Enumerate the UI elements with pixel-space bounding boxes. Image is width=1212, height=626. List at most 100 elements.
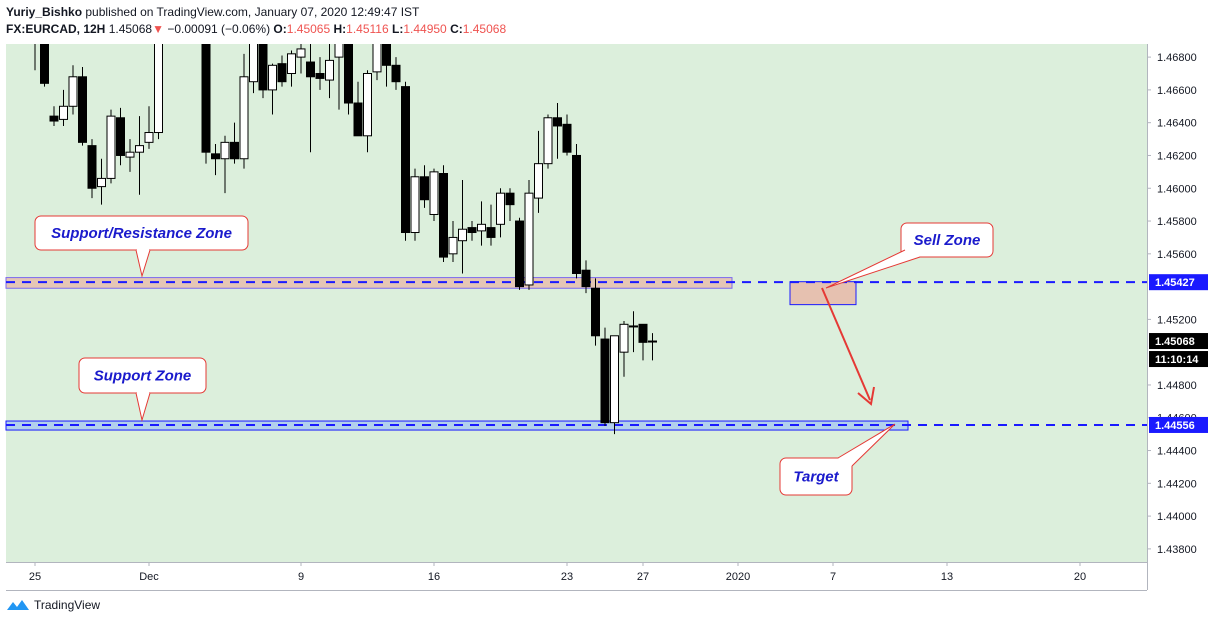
candle xyxy=(106,109,116,184)
candle-body-up xyxy=(334,44,344,58)
candle xyxy=(220,135,230,194)
candle xyxy=(59,89,68,126)
sell-zone-callout-box xyxy=(900,222,994,258)
candle xyxy=(619,321,629,377)
candle xyxy=(87,139,97,199)
candle xyxy=(154,44,163,140)
time-tick-label: 13 xyxy=(941,571,953,583)
candle xyxy=(496,188,505,238)
candle-body-down xyxy=(49,115,59,122)
candle-body-up xyxy=(372,44,382,73)
candle xyxy=(306,44,315,153)
target-callout: Target xyxy=(779,457,853,496)
price-tick-label: 1.44800 xyxy=(1157,380,1197,392)
candle xyxy=(116,107,125,166)
candle-body-down xyxy=(116,117,125,156)
candle-body-down xyxy=(439,173,448,258)
candle-body-down xyxy=(277,63,287,83)
candle xyxy=(572,143,581,279)
candle-body-up xyxy=(610,335,619,424)
support-price-badge-bg xyxy=(1149,416,1208,433)
time-tick-label: 16 xyxy=(428,571,440,583)
candle xyxy=(600,327,610,426)
candle-body-up xyxy=(410,176,420,234)
price-tick-label: 1.45600 xyxy=(1157,249,1197,261)
candle xyxy=(34,44,36,71)
low-label: L: xyxy=(392,22,404,36)
candle xyxy=(429,168,439,222)
price-tick-label: 1.44200 xyxy=(1157,478,1197,490)
price-change: −0.00091 (−0.06%) xyxy=(167,22,271,36)
candle xyxy=(249,44,258,94)
candle xyxy=(581,260,591,294)
candle-body-down xyxy=(382,44,391,66)
candle xyxy=(420,165,429,208)
candle-body-up xyxy=(135,145,144,153)
candle xyxy=(334,44,344,110)
candle-body-down xyxy=(401,86,410,234)
support-price-badge: 1.44556 xyxy=(1155,420,1195,432)
candle-body-up xyxy=(125,151,135,158)
candle xyxy=(477,201,486,246)
price-tick-label: 1.46000 xyxy=(1157,183,1197,195)
time-tick-label: 20 xyxy=(1074,571,1086,583)
projection-arrow-head xyxy=(857,386,875,406)
candle xyxy=(629,311,638,353)
candle-body-up xyxy=(477,223,486,232)
sell-zone-callout-text: Sell Zone xyxy=(914,232,981,249)
candle-body-up xyxy=(648,340,657,343)
candle-body-up xyxy=(325,59,334,81)
candle-body-up xyxy=(68,76,78,107)
candle xyxy=(524,180,534,290)
last-price: 1.45068 xyxy=(108,22,153,36)
candle-body-up xyxy=(154,44,163,134)
sell-zone-box xyxy=(789,281,857,306)
brand-name[interactable]: TradingView xyxy=(34,598,101,612)
current-price-badge-bg xyxy=(1149,333,1208,350)
candle-body-down xyxy=(344,44,353,104)
time-tick-label: 23 xyxy=(561,571,573,583)
open-label: O: xyxy=(273,22,287,36)
author-name[interactable]: Yuriy_Bishko xyxy=(6,5,83,19)
support-resistance-callout: Support/Resistance Zone xyxy=(34,215,249,251)
candle xyxy=(344,44,353,115)
candle xyxy=(515,217,524,290)
candle-body-down xyxy=(211,153,220,160)
countdown-badge-bg xyxy=(1149,351,1208,368)
candle xyxy=(638,323,648,361)
price-tick-label: 1.46800 xyxy=(1157,52,1197,64)
candle xyxy=(144,106,154,149)
target-callout-text: Target xyxy=(793,469,839,486)
sell-zone-callout: Sell Zone xyxy=(900,222,994,258)
candle xyxy=(135,116,144,195)
candle xyxy=(410,168,420,241)
support-zone-callout: Support Zone xyxy=(78,357,207,394)
price-tick-label: 1.46400 xyxy=(1157,118,1197,130)
candle-body-down xyxy=(306,61,315,78)
open-value: 1.45065 xyxy=(286,22,331,36)
candle xyxy=(382,44,391,87)
candle-body-up xyxy=(220,141,230,160)
candle xyxy=(562,114,572,156)
candle xyxy=(353,81,363,137)
candle-body-down xyxy=(391,64,401,83)
high-value: 1.45116 xyxy=(346,22,389,36)
footer: TradingView xyxy=(6,598,100,612)
candle-body-up xyxy=(429,171,439,215)
candle xyxy=(458,180,467,274)
time-tick-label: 27 xyxy=(637,571,649,583)
candle xyxy=(268,63,277,115)
symbol-name[interactable]: FX:EURCAD, 12H xyxy=(6,22,106,36)
candle xyxy=(315,57,325,90)
current-price-badge: 1.45068 xyxy=(1155,336,1195,348)
candle-body-down xyxy=(581,269,591,288)
sell-zone-callout-pointer xyxy=(825,249,921,289)
close-label: C: xyxy=(450,22,463,36)
price-tick-label: 1.43800 xyxy=(1157,544,1197,556)
candle xyxy=(591,278,600,346)
candle xyxy=(296,44,306,74)
candle xyxy=(505,188,515,222)
candle xyxy=(211,143,220,176)
candle xyxy=(372,44,382,81)
